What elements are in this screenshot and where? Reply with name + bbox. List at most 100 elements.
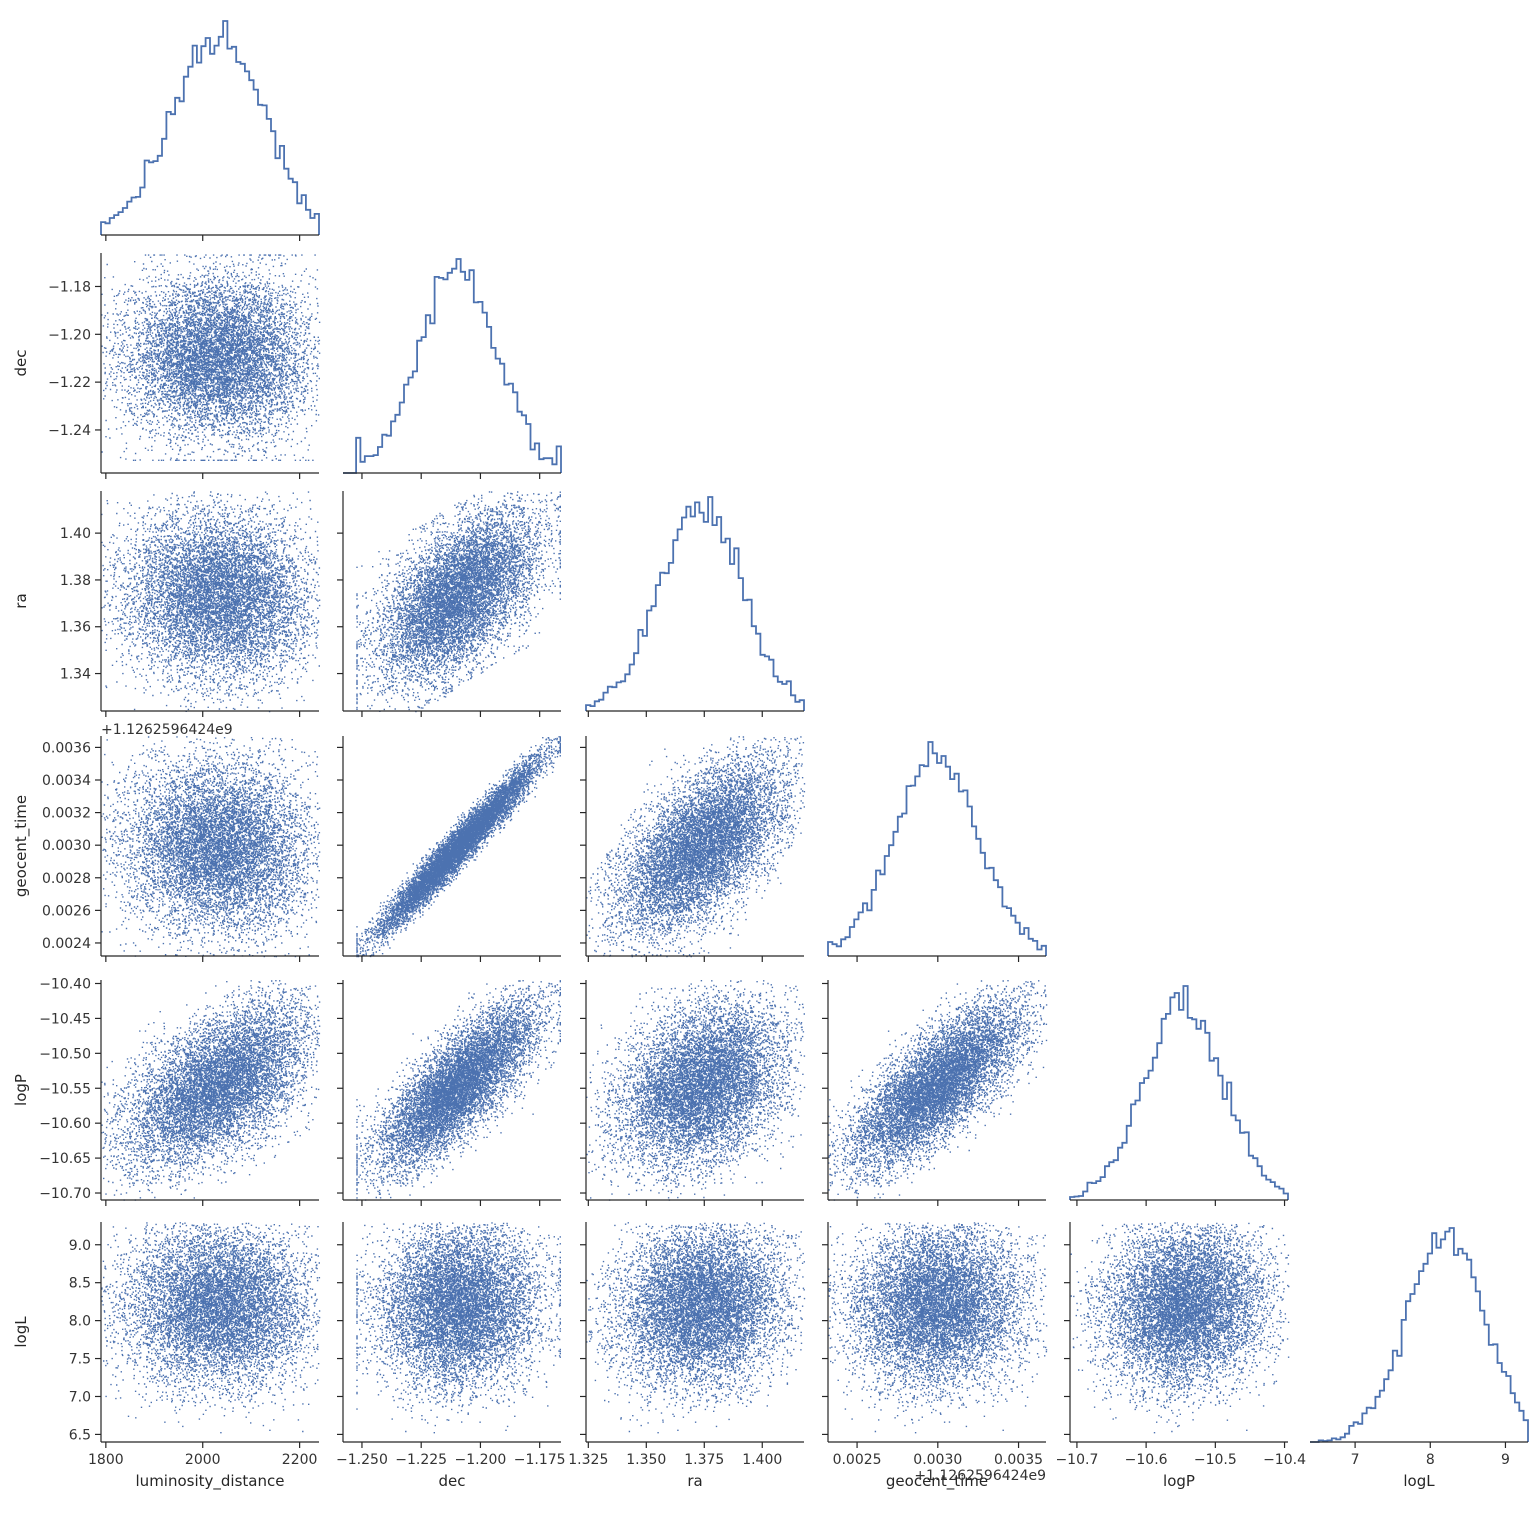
y-tick-label: −10.60: [39, 1116, 91, 1132]
y-tick-label: 0.0032: [42, 806, 91, 822]
x-tick-label: 0.0030: [913, 1452, 962, 1468]
panel-logL-vs-geocent_time: 0.0025 0.0030 0.0035: [822, 1222, 1048, 1468]
panel-logP-vs-geocent_time: [822, 980, 1048, 1206]
x-tick-label: −1.200: [455, 1452, 507, 1468]
scatter-points: [101, 1222, 321, 1434]
panel-ra-vs-luminosity_distance: 1.34 1.36 1.38 1.40: [60, 491, 321, 717]
histogram-logL: [1310, 1227, 1529, 1443]
y-tick-label: 1.34: [60, 667, 91, 683]
x-tick-label: −1.250: [336, 1452, 388, 1468]
panel-logP-vs-dec: [337, 980, 561, 1206]
scatter-points: [356, 491, 561, 713]
panel-dec-vs-luminosity_distance: −1.24 −1.22 −1.20 −1.18: [48, 253, 321, 479]
panel-geocent_time-vs-dec: [337, 736, 561, 962]
y-tick-label: −10.55: [39, 1081, 91, 1097]
panel-logL-vs-luminosity_distance: 6.5 7.0 7.5 8.0 8.5 9.0 1800 2000 2200: [69, 1222, 321, 1468]
y-tick-label: 0.0034: [42, 773, 91, 789]
x-tick-label: −10.5: [1194, 1452, 1237, 1468]
x-tick-label: −10.6: [1125, 1452, 1168, 1468]
panel-logL-vs-ra: 1.325 1.350 1.375 1.400: [568, 1222, 806, 1468]
scatter-points: [828, 1222, 1048, 1434]
histogram-dec: [343, 258, 562, 474]
x-tick-label: −10.4: [1263, 1452, 1306, 1468]
y-tick-label: 1.38: [60, 573, 91, 589]
x-axis-label-ra: ra: [687, 1472, 702, 1490]
y-offset-label: +1.1262596424e9: [101, 722, 233, 738]
panel-geocent_time-vs-ra: [580, 736, 806, 962]
panel-logL-vs-logL: 7 8 9: [1310, 1227, 1529, 1468]
panel-ra-vs-ra: [585, 496, 805, 717]
x-offset-label: +1.1262596424e9: [914, 1468, 1046, 1484]
scatter-points: [586, 1222, 806, 1434]
y-tick-label: 7.0: [69, 1389, 91, 1405]
y-axis-label-ra: ra: [12, 593, 30, 608]
x-tick-label: 0.0035: [994, 1452, 1043, 1468]
scatter-points: [101, 736, 321, 958]
panel-dec-vs-dec: [343, 258, 562, 479]
y-tick-label: −10.70: [39, 1186, 91, 1202]
x-tick-label: −1.225: [395, 1452, 447, 1468]
y-tick-label: 0.0026: [42, 903, 91, 919]
x-tick-label: 1.350: [626, 1452, 666, 1468]
x-axis-label-luminosity_distance: luminosity_distance: [136, 1472, 285, 1491]
scatter-points: [356, 1222, 561, 1434]
x-tick-label: 9: [1501, 1452, 1510, 1468]
histogram-geocent_time: [827, 741, 1047, 956]
y-tick-label: −1.18: [48, 279, 91, 295]
y-tick-label: 1.40: [60, 526, 91, 542]
y-tick-label: 0.0030: [42, 838, 91, 854]
panel-logP-vs-luminosity_distance: −10.70 −10.65 −10.60 −10.55 −10.50 −10.45 −10.…: [39, 976, 321, 1206]
y-tick-label: −1.20: [48, 327, 91, 343]
x-tick-label: 8: [1426, 1452, 1435, 1468]
y-axis-label-dec: dec: [12, 350, 30, 377]
y-tick-label: 6.5: [69, 1427, 91, 1443]
panel-logL-vs-logP: −10.7 −10.6 −10.5 −10.4: [1055, 1222, 1306, 1468]
scatter-points: [586, 980, 806, 1201]
scatter-points: [101, 254, 321, 461]
scatter-points: [586, 736, 806, 958]
scatter-points: [101, 980, 321, 1201]
scatter-points: [1070, 1222, 1290, 1434]
y-tick-label: 8.5: [69, 1276, 91, 1292]
scatter-points: [356, 736, 561, 958]
panel-logP-vs-logP: [1069, 985, 1289, 1206]
y-tick-label: −10.65: [39, 1151, 91, 1167]
panel-luminosity_distance-vs-luminosity_distance: [100, 20, 320, 241]
x-tick-label: 2200: [282, 1452, 318, 1468]
x-tick-label: 1800: [88, 1452, 124, 1468]
x-tick-label: 0.0025: [833, 1452, 882, 1468]
y-tick-label: −1.24: [48, 423, 91, 439]
x-axis-label-dec: dec: [439, 1472, 466, 1490]
x-tick-label: 1.375: [684, 1452, 724, 1468]
y-axis-label-logP: logP: [12, 1074, 30, 1106]
scatter-points: [356, 980, 561, 1201]
panel-logP-vs-ra: [580, 980, 806, 1206]
y-tick-label: 0.0036: [42, 740, 91, 756]
histogram-ra: [585, 496, 805, 711]
x-axis-label-logL: logL: [1403, 1472, 1435, 1490]
x-tick-label: 7: [1351, 1452, 1360, 1468]
x-tick-label: −10.7: [1055, 1452, 1098, 1468]
y-tick-label: 0.0024: [42, 936, 91, 952]
histogram-luminosity_distance: [100, 20, 320, 235]
y-axis-label-logL: logL: [12, 1316, 30, 1348]
panel-logL-vs-dec: −1.250 −1.225 −1.200 −1.175: [336, 1222, 566, 1468]
panel-geocent_time-vs-luminosity_distance: 0.0024 0.0026 0.0028 0.0030 0.0032 0.0034 0.00…: [42, 736, 321, 962]
x-axis-label-logP: logP: [1163, 1472, 1195, 1490]
panel-geocent_time-vs-geocent_time: [827, 741, 1047, 962]
scatter-points: [828, 980, 1048, 1201]
y-tick-label: −10.45: [39, 1011, 91, 1027]
y-tick-label: −10.50: [39, 1046, 91, 1062]
y-tick-label: 9.0: [69, 1238, 91, 1254]
y-tick-label: −10.40: [39, 976, 91, 992]
x-tick-label: 2000: [185, 1452, 221, 1468]
x-axis-label-geocent_time: geocent_time: [886, 1472, 988, 1491]
y-tick-label: −1.22: [48, 375, 91, 391]
x-tick-label: 1.325: [568, 1452, 608, 1468]
x-tick-label: −1.175: [514, 1452, 566, 1468]
y-tick-label: 7.5: [69, 1352, 91, 1368]
scatter-points: [101, 491, 321, 713]
y-tick-label: 0.0028: [42, 871, 91, 887]
histogram-logP: [1069, 985, 1289, 1200]
